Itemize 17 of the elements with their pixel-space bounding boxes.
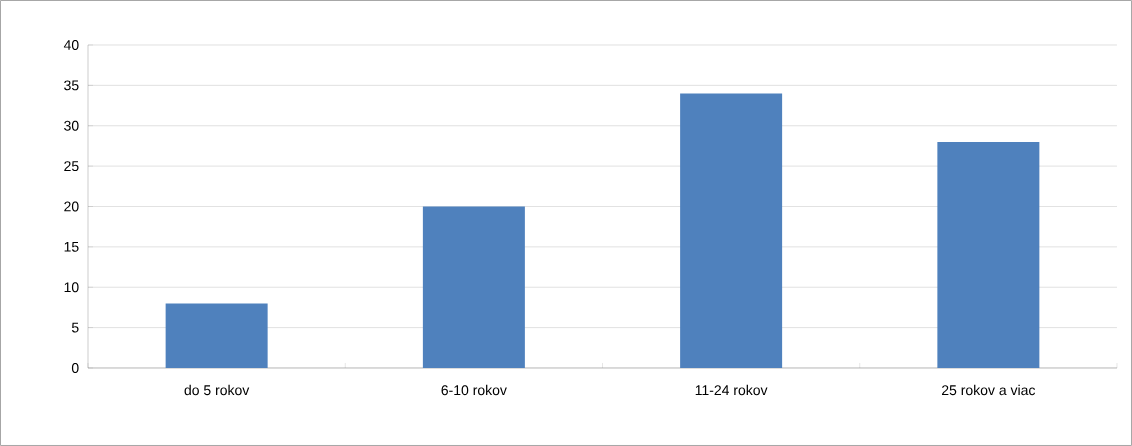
y-tick-label: 25 <box>64 161 79 172</box>
x-tick-label: 11-24 rokov <box>695 384 768 396</box>
y-tick-label: 0 <box>71 363 79 373</box>
x-tick-label: do 5 rokov <box>184 384 250 396</box>
y-tick-label: 10 <box>64 282 79 293</box>
x-tick-label: 25 rokov a viac <box>941 384 1036 396</box>
x-tick-label: 6-10 rokov <box>441 384 507 396</box>
y-tick-label: 40 <box>63 40 79 50</box>
bar <box>422 206 525 368</box>
bar <box>937 141 1040 368</box>
y-tick-label: 35 <box>64 80 79 91</box>
bar <box>680 93 783 368</box>
y-tick-label: 5 <box>71 322 79 333</box>
y-tick-label: 30 <box>64 120 79 131</box>
y-tick-label: 15 <box>64 241 79 252</box>
y-tick-label: 20 <box>64 201 79 212</box>
bar <box>165 303 268 368</box>
